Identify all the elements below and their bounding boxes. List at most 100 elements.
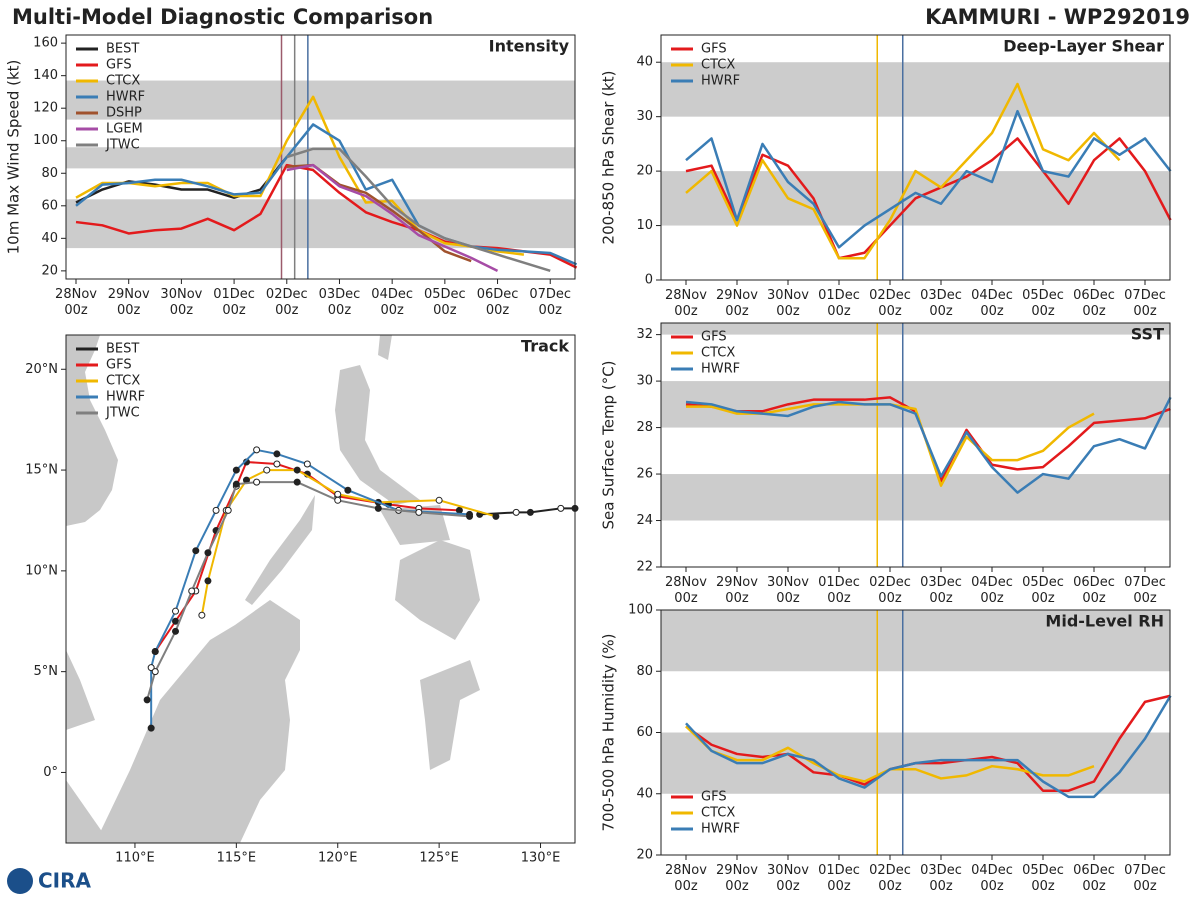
y-tick-label: 10 — [636, 218, 653, 233]
x-tick-label: 01Dec 00z — [818, 863, 860, 894]
y-tick-label: 40 — [636, 786, 653, 801]
track-point — [303, 460, 311, 468]
track-point — [455, 506, 463, 514]
legend-label: GFS — [701, 790, 727, 805]
track-point — [293, 478, 301, 486]
shade-band — [661, 474, 1170, 521]
x-tick-label: 29Nov 00z — [108, 287, 150, 318]
y-axis-label: 700-500 hPa Humidity (%) — [600, 633, 618, 831]
legend-label: GFS — [701, 42, 727, 57]
x-tick-label: 07Dec 00z — [1124, 863, 1166, 894]
x-tick-label: 03Dec 00z — [319, 287, 361, 318]
legend-label: HWRF — [106, 90, 145, 105]
y-tick-label: 140 — [33, 68, 58, 83]
x-tick-label: 05Dec 00z — [1022, 575, 1064, 606]
track-line — [200, 469, 497, 616]
land — [66, 650, 95, 730]
shade-band — [661, 62, 1170, 117]
y-tick-label: 26 — [636, 467, 653, 482]
y-tick-label: 20 — [636, 164, 653, 179]
y-tick-label: 5°N — [34, 664, 59, 679]
y-tick-label: 0 — [645, 273, 653, 288]
x-tick-label: 02Dec 00z — [869, 575, 911, 606]
y-tick-label: 15°N — [25, 463, 58, 478]
y-tick-label: 80 — [636, 664, 653, 679]
x-tick-label: 01Dec 00z — [818, 575, 860, 606]
series-line — [685, 82, 1121, 260]
x-tick-label: 30Nov 00z — [160, 287, 202, 318]
legend-label: DSHP — [106, 106, 142, 121]
y-tick-label: 10°N — [25, 563, 58, 578]
track-point — [273, 450, 281, 458]
legend-label: CTCX — [701, 346, 735, 361]
legend-label: CTCX — [701, 58, 735, 73]
land — [420, 660, 480, 770]
x-tick-label: 01Dec 00z — [213, 287, 255, 318]
track-point — [492, 512, 500, 520]
series-line — [286, 147, 551, 273]
track-point — [143, 696, 151, 704]
track-point — [204, 549, 212, 557]
x-tick-label: 04Dec 00z — [971, 863, 1013, 894]
legend-label: CTCX — [106, 374, 140, 389]
x-tick-label: 29Nov 00z — [716, 288, 758, 319]
x-tick-label: 28Nov 00z — [55, 287, 97, 318]
track-point — [435, 496, 443, 504]
x-tick-label: 02Dec 00z — [869, 288, 911, 319]
y-tick-label: 60 — [636, 725, 653, 740]
land — [245, 495, 315, 605]
x-tick-label: 06Dec 00z — [1073, 575, 1115, 606]
track-point — [147, 664, 155, 672]
x-tick-label: 07Dec 00z — [529, 287, 571, 318]
y-tick-label: 28 — [636, 420, 653, 435]
x-tick-label: 30Nov 00z — [767, 288, 809, 319]
plot-frame — [660, 322, 1171, 568]
track-point — [466, 512, 474, 520]
y-tick-label: 120 — [33, 101, 58, 116]
y-tick-label: 40 — [41, 231, 58, 246]
x-tick-label: 06Dec 00z — [1073, 863, 1115, 894]
y-tick-label: 20 — [636, 848, 653, 863]
page-title: Multi-Model Diagnostic Comparison — [12, 5, 433, 29]
y-axis-label: 10m Max Wind Speed (kt) — [5, 60, 23, 255]
panel-title: Intensity — [489, 37, 570, 56]
y-tick-label: 60 — [41, 198, 58, 213]
series-line — [286, 163, 499, 272]
land — [335, 365, 420, 505]
legend-label: HWRF — [701, 822, 740, 837]
y-axis-label: Sea Surface Temp (°C) — [600, 360, 618, 529]
track-point — [344, 486, 352, 494]
legend-label: HWRF — [106, 390, 145, 405]
track-point — [188, 587, 196, 595]
x-tick-label: 05Dec 00z — [1022, 863, 1064, 894]
track-point — [147, 724, 155, 732]
storm-id: KAMMURI - WP292019 — [925, 5, 1190, 29]
panel-title: Deep-Layer Shear — [1003, 37, 1164, 56]
y-tick-label: 100 — [628, 603, 653, 618]
y-tick-label: 30 — [636, 374, 653, 389]
panel: 20 40 60 80 100 28Nov 00z 29Nov 00z 30Nov 00z 01Dec… — [600, 603, 1172, 894]
shade-band — [66, 199, 575, 249]
y-tick-label: 40 — [636, 55, 653, 70]
y-tick-label: 22 — [636, 560, 653, 575]
track-point — [224, 506, 232, 514]
x-tick-label: 30Nov 00z — [767, 863, 809, 894]
x-tick-label: 02Dec 00z — [869, 863, 911, 894]
track-point — [263, 466, 271, 474]
x-tick-label: 07Dec 00z — [1124, 288, 1166, 319]
shade-band — [66, 147, 575, 169]
legend-label: CTCX — [106, 74, 140, 89]
legend-label: LGEM — [106, 122, 143, 137]
land — [95, 600, 300, 843]
x-tick-label: 07Dec 00z — [1124, 575, 1166, 606]
track-point — [204, 577, 212, 585]
legend-label: JTWC — [105, 138, 140, 153]
track-point — [374, 504, 382, 512]
y-tick-label: 160 — [33, 36, 58, 51]
track-point — [334, 496, 342, 504]
legend-label: JTWC — [105, 406, 140, 421]
y-axis-label: 200-850 hPa Shear (kt) — [600, 71, 618, 245]
track-point — [232, 466, 240, 474]
